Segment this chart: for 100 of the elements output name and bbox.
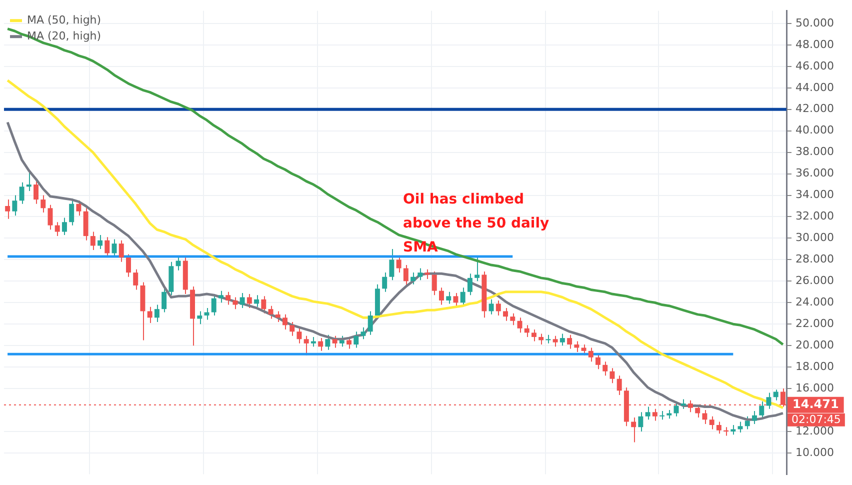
candlestick <box>389 248 394 281</box>
candlestick <box>48 204 53 230</box>
candlestick <box>695 404 700 418</box>
candlestick <box>154 304 160 322</box>
candlestick <box>560 333 565 346</box>
candlestick <box>318 338 324 352</box>
candlestick <box>360 326 366 340</box>
y-tick-label: 42.000 <box>796 102 834 116</box>
candlestick <box>40 194 46 213</box>
candlestick <box>460 287 466 306</box>
candlestick <box>19 182 24 204</box>
candlestick <box>254 294 260 308</box>
y-tick-label: 32.000 <box>796 210 834 223</box>
candlestick <box>12 194 18 216</box>
y-tick-label: 28.000 <box>796 252 834 266</box>
candlestick <box>610 368 615 384</box>
candlestick <box>488 298 494 315</box>
candlestick <box>752 410 757 424</box>
candlestick <box>118 240 124 262</box>
candlestick <box>354 331 359 348</box>
candlestick <box>510 312 516 326</box>
ref-line-label: 14.471 <box>792 397 839 412</box>
candlestick <box>744 416 750 430</box>
legend-label: MA (20, high) <box>27 29 102 42</box>
candlestick <box>290 321 295 336</box>
candlestick <box>616 375 622 396</box>
y-tick-label: 46.000 <box>796 59 834 72</box>
candlestick <box>240 292 245 308</box>
candlestick <box>62 217 67 236</box>
y-tick-label: 30.000 <box>796 231 834 244</box>
candlestick <box>54 222 60 237</box>
candlestick <box>403 264 408 286</box>
candlestick <box>730 424 736 436</box>
candlestick <box>246 294 252 308</box>
y-tick-label: 16.000 <box>796 381 834 394</box>
candlestick <box>218 290 224 304</box>
candlestick <box>126 254 131 278</box>
y-tick-label: 40.000 <box>796 124 834 137</box>
candlestick <box>304 335 309 356</box>
y-tick-label: 22.000 <box>796 316 834 330</box>
y-tick-label: 48.000 <box>796 38 834 51</box>
y-tick-label: 10.000 <box>796 446 834 459</box>
candlestick <box>503 307 508 322</box>
candlestick <box>453 292 458 308</box>
candlestick <box>645 406 650 420</box>
candlestick <box>652 408 658 422</box>
candlestick <box>26 170 32 192</box>
candlestick <box>467 273 472 296</box>
candlestick <box>638 412 644 432</box>
candlestick <box>76 200 82 216</box>
candlestick <box>709 416 714 430</box>
candlestick <box>588 347 594 362</box>
candlestick <box>474 257 480 282</box>
candlestick <box>396 254 402 274</box>
candlestick <box>325 334 330 350</box>
candlestick <box>680 398 686 410</box>
candlestick <box>176 256 181 271</box>
candlestick <box>382 272 388 292</box>
candlestick <box>34 180 38 204</box>
candlestick <box>226 291 231 306</box>
candlestick <box>418 268 423 281</box>
candlestick <box>282 314 288 330</box>
candlestick <box>424 268 430 280</box>
y-tick-label: 26.000 <box>796 274 834 288</box>
candlestick <box>759 400 764 420</box>
candlestick <box>112 238 117 257</box>
y-tick-label: 38.000 <box>796 145 834 158</box>
candlestick <box>147 306 152 324</box>
candlestick <box>602 361 608 376</box>
legend-label: MA (50, high) <box>27 13 102 26</box>
y-tick-label: 18.000 <box>796 360 834 373</box>
candlestick <box>517 317 522 334</box>
candlestick <box>90 231 96 251</box>
y-tick-label: 24.000 <box>796 295 834 308</box>
candlestick <box>296 328 302 344</box>
candlestick <box>410 272 416 285</box>
candlestick <box>716 421 722 434</box>
y-tick-label: 36.000 <box>796 166 834 180</box>
y-tick-label: 12.000 <box>796 424 834 438</box>
candlestick <box>724 426 729 436</box>
candlestick <box>531 328 536 342</box>
candlestick <box>773 389 778 401</box>
candlestick <box>567 334 572 350</box>
y-tick-label: 34.000 <box>796 188 834 202</box>
candlestick <box>596 354 600 370</box>
candlestick <box>432 270 437 296</box>
candlestick <box>439 287 444 306</box>
candlestick <box>310 336 316 348</box>
candlestick <box>162 287 167 313</box>
candlestick <box>524 324 530 338</box>
candlestick <box>766 392 772 410</box>
candlestick <box>98 234 103 250</box>
candlestick <box>538 333 544 345</box>
candlestick <box>368 310 373 336</box>
candlestick <box>446 291 452 304</box>
y-tick-label: 44.000 <box>796 80 834 94</box>
candlestick <box>332 335 338 348</box>
candlestick <box>268 305 274 320</box>
candlestick <box>133 268 138 290</box>
annotation: Oil has climbed above the 50 daily SMA <box>403 192 550 256</box>
